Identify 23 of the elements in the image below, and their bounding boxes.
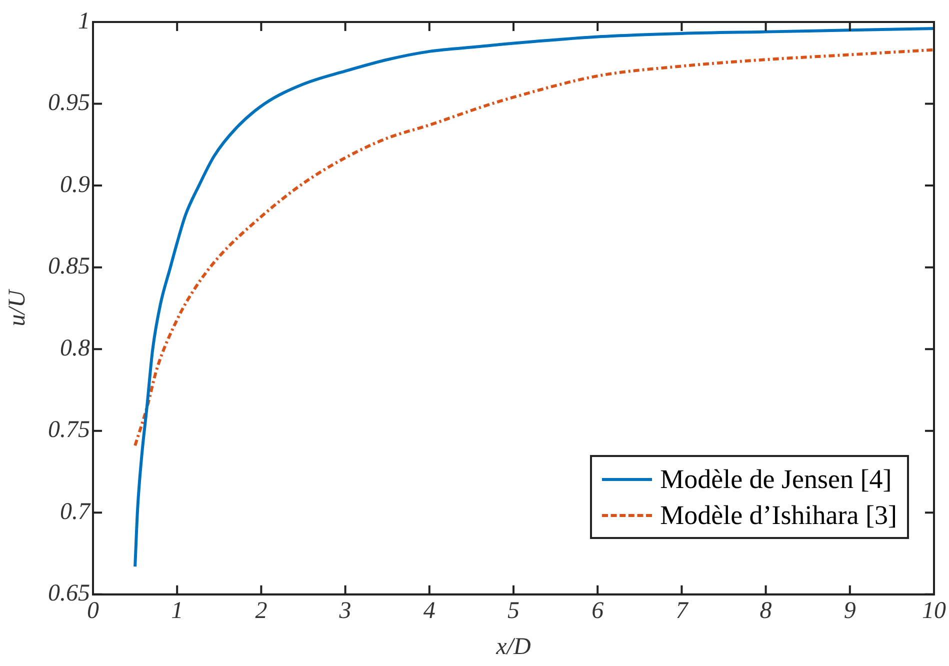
y-tick-label: 0.9 xyxy=(60,172,90,198)
x-tick-label: 4 xyxy=(423,598,436,624)
x-tick-label: 7 xyxy=(676,598,689,624)
y-tick-label: 0.8 xyxy=(60,335,90,362)
x-tick-label: 2 xyxy=(255,598,268,624)
y-tick-label: 0.7 xyxy=(60,498,91,525)
legend-label: Modèle de Jensen [4] xyxy=(660,463,892,496)
x-tick-label: 6 xyxy=(592,598,604,624)
x-tick-label: 1 xyxy=(171,598,184,624)
y-tick-label: 0.65 xyxy=(48,580,90,607)
x-tick-label: 0 xyxy=(87,598,99,624)
y-tick-label: 0.85 xyxy=(48,254,90,280)
x-tick-label: 8 xyxy=(760,598,772,624)
x-tick-label: 9 xyxy=(844,598,856,624)
x-axis-title: x/D xyxy=(495,634,531,660)
y-axis-title: u/U xyxy=(4,288,31,326)
y-tick-label: 0.75 xyxy=(48,417,90,444)
y-tick-label: 1 xyxy=(78,8,90,34)
y-tick-label: 0.95 xyxy=(48,90,90,116)
legend-label: Modèle d’Ishihara [3] xyxy=(660,499,897,532)
x-tick-label: 5 xyxy=(508,598,520,624)
x-tick-label: 10 xyxy=(922,598,946,624)
x-tick-label: 3 xyxy=(338,598,352,624)
